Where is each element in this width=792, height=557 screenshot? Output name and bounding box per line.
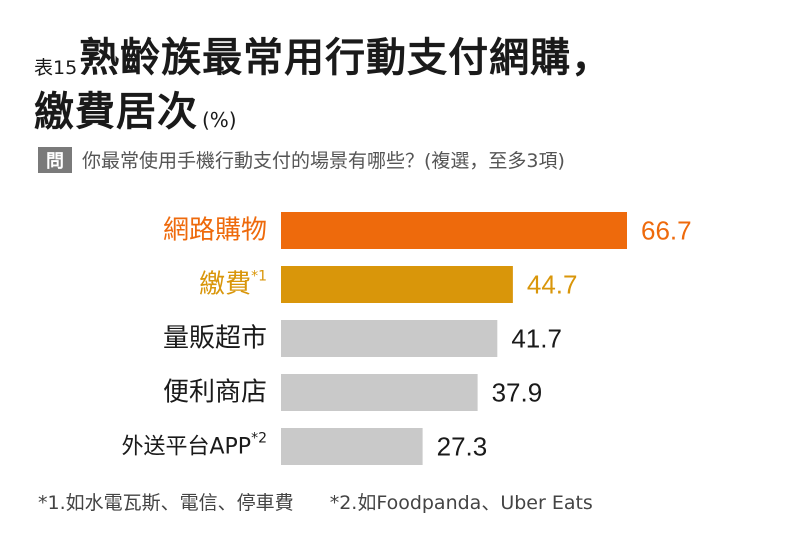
table-label: 表15 bbox=[34, 57, 78, 79]
unit-label: (%) bbox=[202, 108, 237, 132]
question-text: 你最常使用手機行動支付的場景有哪些？(複選，至多3項) bbox=[82, 150, 565, 172]
title-block: 表15 熟齡族最常用行動支付網購， 繳費居次 (%) bbox=[34, 30, 612, 138]
footnotes: *1.如水電瓦斯、電信、停車費 *2.如Foodpanda、Uber Eats bbox=[38, 488, 593, 515]
bar-2 bbox=[281, 320, 498, 357]
value-label-0: 66.7 bbox=[641, 216, 692, 246]
question-badge: 問 bbox=[38, 146, 72, 173]
title-line-1: 表15 熟齡族最常用行動支付網購， bbox=[34, 30, 612, 86]
chart-title-continued: 繳費居次 bbox=[34, 89, 198, 135]
value-label-3: 37.9 bbox=[492, 378, 543, 408]
bar-4 bbox=[281, 428, 423, 465]
footnote-1: *1.如水電瓦斯、電信、停車費 bbox=[38, 492, 294, 514]
category-label-4: 外送平台APP*2 bbox=[121, 431, 267, 460]
bar-0 bbox=[281, 212, 627, 249]
chart-title: 熟齡族最常用行動支付網購， bbox=[79, 35, 613, 81]
value-label-2: 41.7 bbox=[511, 324, 562, 354]
title-line-2: 繳費居次 (%) bbox=[34, 86, 612, 138]
survey-question: 問 你最常使用手機行動支付的場景有哪些？(複選，至多3項) bbox=[38, 146, 565, 173]
category-label-1: 繳費*1 bbox=[199, 269, 267, 300]
category-label-0: 網路購物 bbox=[163, 216, 267, 246]
value-label-1: 44.7 bbox=[527, 270, 578, 300]
bar-1 bbox=[281, 266, 513, 303]
footnote-2: *2.如Foodpanda、Uber Eats bbox=[329, 492, 593, 514]
category-label-2: 量販超市 bbox=[163, 324, 267, 354]
category-label-3: 便利商店 bbox=[163, 378, 267, 408]
value-label-4: 27.3 bbox=[437, 432, 488, 462]
bar-3 bbox=[281, 374, 478, 411]
